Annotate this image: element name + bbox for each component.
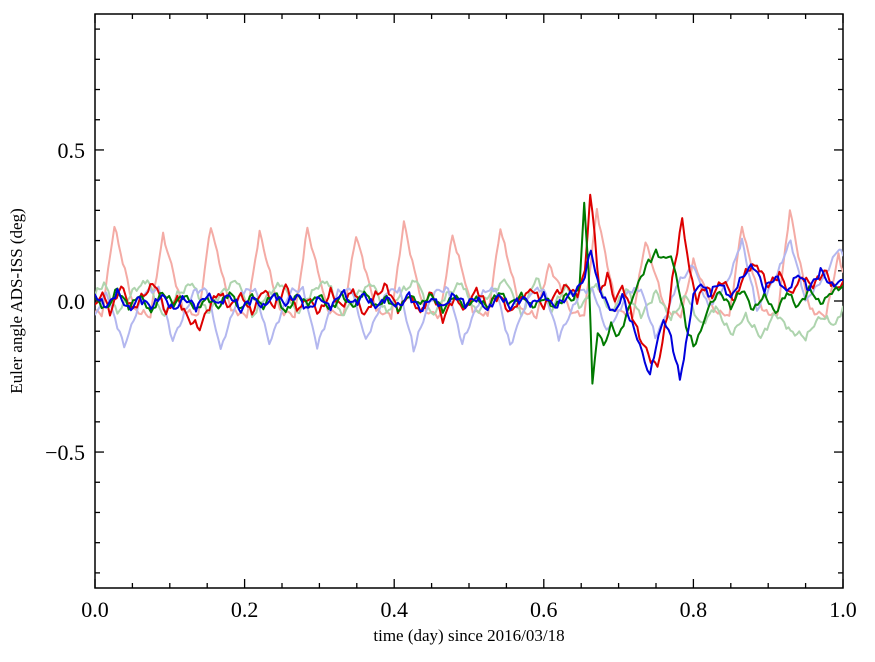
axes: 0.0 0.2 0.4 0.6 0.8 1.0 −0.5 0.0 0.5: [45, 13, 857, 622]
series-line-red: [95, 193, 843, 368]
x-tick-label: 0.0: [81, 597, 109, 622]
series-line-blue: [95, 249, 843, 381]
series-line-light-blue: [95, 237, 843, 353]
series-line-light-red: [95, 207, 843, 320]
y-tick-label: 0.0: [58, 289, 86, 314]
x-tick-label: 0.8: [680, 597, 708, 622]
x-tick-label: 1.0: [829, 597, 857, 622]
y-axis-label: Euler angle ADS-ISS (deg): [7, 208, 26, 394]
series-lines: [95, 193, 843, 385]
y-tick-label: −0.5: [45, 440, 85, 465]
x-tick-label: 0.4: [380, 597, 408, 622]
x-tick-label: 0.2: [231, 597, 259, 622]
x-tick-label: 0.6: [530, 597, 558, 622]
y-tick-label: 0.5: [58, 138, 86, 163]
x-axis-label: time (day) since 2016/03/18: [373, 626, 564, 645]
